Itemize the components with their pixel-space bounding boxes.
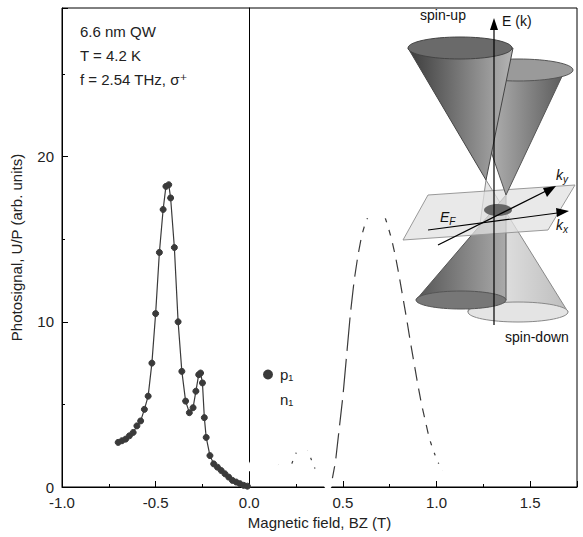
svg-text:1.5: 1.5 [520, 494, 541, 511]
svg-text:10: 10 [37, 313, 54, 330]
svg-text:spin-down: spin-down [505, 329, 569, 345]
svg-text:0.5: 0.5 [332, 494, 353, 511]
svg-text:0: 0 [46, 479, 54, 496]
svg-text:6.6 nm QW: 6.6 nm QW [80, 23, 157, 40]
svg-text:Photosignal, U/P (arb. units): Photosignal, U/P (arb. units) [8, 154, 25, 341]
svg-text:spin-up: spin-up [420, 7, 466, 23]
svg-text:-0.5: -0.5 [143, 494, 169, 511]
svg-text:n₁: n₁ [280, 391, 293, 408]
svg-text:p₁: p₁ [280, 366, 293, 383]
svg-text:1.0: 1.0 [426, 494, 447, 511]
svg-text:f = 2.54 THz, σ⁺: f = 2.54 THz, σ⁺ [80, 71, 187, 88]
svg-text:-1.0: -1.0 [49, 494, 75, 511]
svg-text:0.0: 0.0 [239, 494, 260, 511]
svg-text:20: 20 [37, 148, 54, 165]
svg-text:k: k [556, 167, 563, 183]
svg-text:x: x [562, 224, 569, 235]
svg-text:E: E [440, 209, 450, 225]
svg-text:F: F [449, 216, 456, 227]
svg-text:Magnetic field, BZ (T): Magnetic field, BZ (T) [248, 514, 391, 531]
svg-text:E (k): E (k) [502, 13, 532, 29]
svg-text:k: k [556, 217, 563, 233]
svg-text:y: y [562, 174, 569, 185]
svg-text:T = 4.2 K: T = 4.2 K [80, 47, 141, 64]
